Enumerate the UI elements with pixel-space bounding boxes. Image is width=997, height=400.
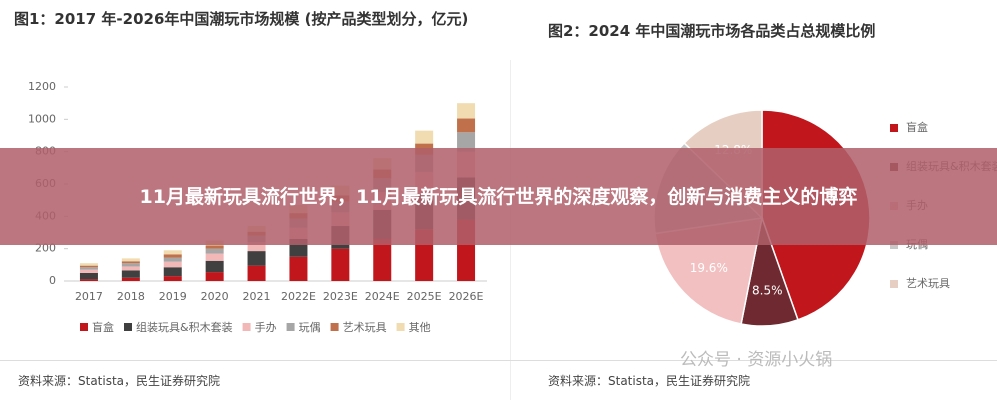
- bar-segment: [163, 257, 182, 262]
- y-tick-label: 0: [49, 274, 56, 287]
- legend-label: 艺术玩具: [343, 321, 387, 334]
- bar-segment: [247, 265, 266, 281]
- divider: [0, 360, 997, 361]
- x-tick-label: 2019: [159, 290, 187, 303]
- legend-label: 玩偶: [299, 321, 321, 334]
- x-tick-label: 2023E: [323, 290, 358, 303]
- slice-label: 8.5%: [752, 284, 783, 298]
- banner: 11月最新玩具流行世界，11月最新玩具流行世界的深度观察，创新与消费主义的博弈: [0, 148, 997, 245]
- bar-segment: [289, 256, 308, 281]
- bar-segment: [247, 242, 266, 252]
- legend-label: 手办: [255, 320, 277, 334]
- legend-swatch: [890, 280, 898, 288]
- legend-swatch: [890, 241, 898, 249]
- legend-label: 艺术玩具: [906, 277, 950, 290]
- x-tick-label: 2026E: [449, 290, 484, 303]
- chart-title: 图1：2017 年-2026年中国潮玩市场规模 (按产品类型划分，亿元): [14, 10, 469, 28]
- bar-segment: [205, 253, 224, 261]
- x-tick-label: 2021: [243, 290, 271, 303]
- bar-segment: [205, 260, 224, 273]
- source: 资料来源：Statista，民生证券研究院: [548, 374, 751, 388]
- bar-segment: [163, 250, 182, 255]
- bar-segment: [79, 272, 98, 280]
- watermark: 公众号 · 资源小火锅: [680, 350, 833, 370]
- bar-segment: [79, 267, 98, 270]
- legend-label: 盲盒: [906, 120, 928, 134]
- bar-segment: [205, 272, 224, 281]
- bar-segment: [121, 258, 140, 262]
- bar-segment: [121, 270, 140, 278]
- legend-swatch: [890, 124, 898, 132]
- bar-segment: [163, 267, 182, 277]
- bar-segment: [79, 269, 98, 273]
- x-tick-label: 2022E: [281, 290, 316, 303]
- bar-segment: [79, 279, 98, 281]
- bar-segment: [415, 130, 434, 144]
- bar-segment: [457, 118, 476, 133]
- legend-swatch: [286, 323, 295, 331]
- slice-label: 19.6%: [690, 261, 728, 275]
- legend-swatch: [124, 323, 132, 331]
- y-tick-label: 1200: [28, 80, 56, 93]
- bar-segment: [205, 245, 224, 249]
- bar-segment: [163, 254, 182, 258]
- legend-swatch: [330, 323, 339, 331]
- source: 资料来源：Statista，民生证券研究院: [18, 374, 221, 388]
- x-tick-label: 2024E: [365, 290, 400, 303]
- bar-segment: [79, 263, 98, 266]
- legend-label: 盲盒: [92, 320, 114, 334]
- bar-segment: [121, 277, 140, 281]
- x-tick-label: 2017: [75, 290, 103, 303]
- legend-swatch: [396, 323, 405, 331]
- bar-segment: [121, 266, 140, 271]
- bar-segment: [163, 261, 182, 268]
- x-tick-label: 2020: [201, 290, 229, 303]
- legend-label: 组装玩具&积木套装: [136, 320, 233, 334]
- bar-segment: [121, 261, 140, 264]
- bar-segment: [79, 265, 98, 268]
- x-tick-label: 2018: [117, 290, 145, 303]
- x-tick-label: 2025E: [407, 290, 442, 303]
- bar-segment: [205, 248, 224, 254]
- chart-title: 图2：2024 年中国潮玩市场各品类占总规模比例: [548, 22, 876, 40]
- bar-segment: [457, 103, 476, 119]
- bar-segment: [373, 238, 392, 281]
- legend-swatch: [242, 323, 251, 331]
- bar-segment: [247, 251, 266, 266]
- bar-segment: [457, 132, 476, 152]
- bar-segment: [163, 276, 182, 281]
- bar-segment: [331, 248, 350, 281]
- y-tick-label: 1000: [28, 112, 56, 125]
- bar-segment: [121, 263, 140, 267]
- legend-swatch: [80, 323, 88, 331]
- legend-label: 其他: [409, 321, 431, 334]
